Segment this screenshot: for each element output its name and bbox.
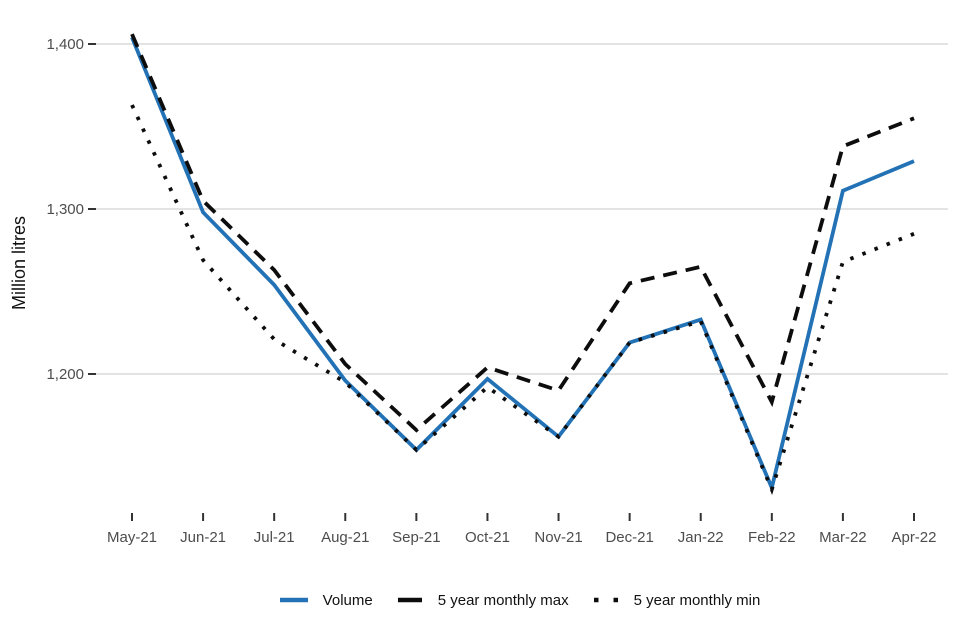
legend-item-max: 5 year monthly max (395, 592, 569, 609)
max-line-swatch (397, 597, 422, 603)
min-line-swatch (593, 597, 619, 603)
volume-line (130, 36, 915, 494)
volume-line-swatch (279, 597, 308, 603)
y-tick-label: 1,400 (46, 36, 84, 53)
x-tick-label: Mar-22 (819, 529, 867, 546)
y-tick-label: 1,200 (46, 366, 84, 383)
x-tick-label: May-21 (107, 529, 157, 546)
legend-label-volume: Volume (322, 591, 373, 609)
legend-label-min: 5 year monthly min (633, 591, 761, 609)
legend-item-min: 5 year monthly min (591, 591, 761, 609)
x-tick-label: Sep-21 (392, 529, 440, 546)
x-tick-label: Oct-21 (465, 529, 510, 546)
x-tick-label: Nov-21 (534, 529, 582, 546)
x-tick-label: Jun-21 (180, 529, 226, 546)
min-line (130, 104, 915, 496)
x-tick-label: Apr-22 (891, 529, 936, 546)
x-tick-label: Jan-22 (678, 529, 724, 546)
legend-item-volume: Volume (278, 592, 373, 609)
x-tick-label: Jul-21 (254, 529, 295, 546)
y-tick-label: 1,300 (46, 201, 84, 218)
x-tick-label: Aug-21 (321, 529, 369, 546)
x-tick-label: Feb-22 (748, 529, 796, 546)
x-tick-label: Dec-21 (605, 529, 653, 546)
y-axis-title: Million litres (9, 216, 29, 310)
legend: Volume 5 year monthly max 5 year monthly… (90, 585, 948, 615)
max-line (130, 33, 915, 433)
legend-label-max: 5 year monthly max (437, 591, 569, 609)
